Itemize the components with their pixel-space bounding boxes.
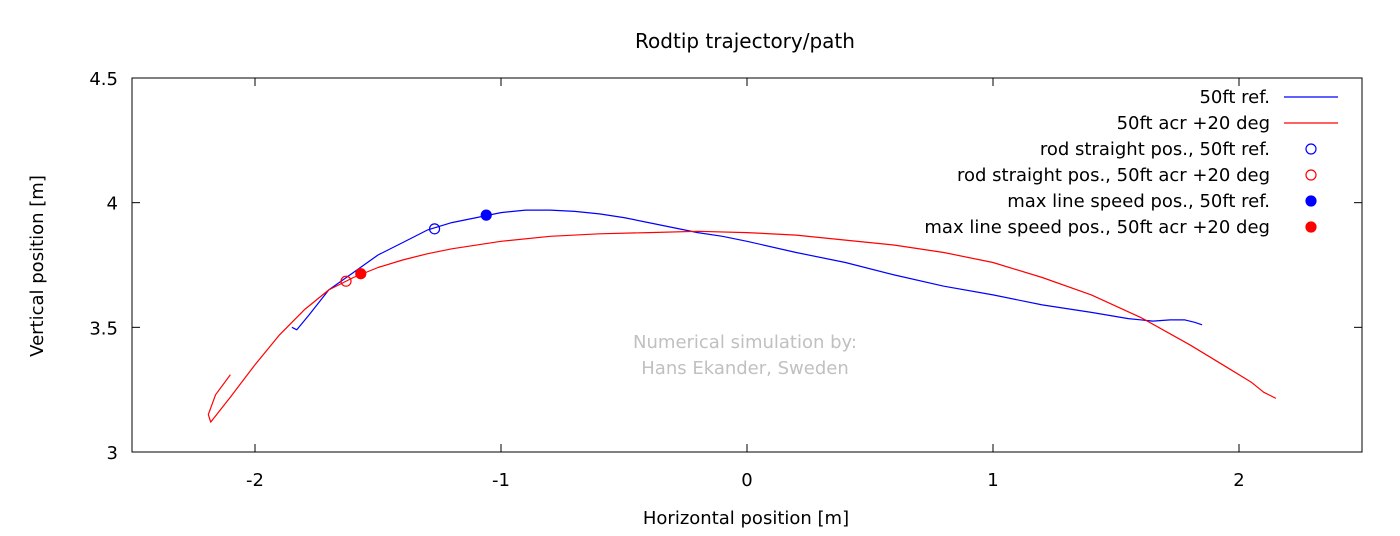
x-tick-label: -2 <box>246 470 264 491</box>
series-line <box>207 230 1277 423</box>
legend-label: 50ft ref. <box>1199 87 1270 108</box>
legend-marker <box>1305 169 1317 181</box>
legend-marker <box>1305 195 1317 207</box>
legend-marker <box>1305 143 1317 155</box>
x-tick-label: 1 <box>987 470 998 491</box>
y-tick-label: 3 <box>107 443 118 464</box>
legend-label: rod straight pos., 50ft acr +20 deg <box>957 165 1270 186</box>
x-axis-label: Horizontal position [m] <box>643 508 849 529</box>
y-axis-label: Vertical position [m] <box>27 175 48 357</box>
legend-label: max line speed pos., 50ft acr +20 deg <box>924 217 1270 238</box>
legend: 50ft ref. 50ft acr +20 deg rod straight po… <box>924 87 1338 238</box>
chart-title: Rodtip trajectory/path <box>635 29 855 53</box>
annotation: Numerical simulation by: Hans Ekander, Sw… <box>633 332 857 379</box>
legend-label: 50ft acr +20 deg <box>1117 113 1270 134</box>
data-point <box>355 268 367 280</box>
legend-label: max line speed pos., 50ft ref. <box>1007 191 1270 212</box>
x-tick-label: 2 <box>1233 470 1244 491</box>
data-point <box>428 223 441 235</box>
y-tick-label: 4 <box>107 194 118 215</box>
x-tick-label: -1 <box>492 470 510 491</box>
legend-marker <box>1305 221 1317 233</box>
plot-frame <box>131 77 1363 453</box>
y-tick-label: 3.5 <box>89 318 118 339</box>
y-tick-label: 4.5 <box>89 69 118 90</box>
data-point <box>340 275 352 287</box>
plot-area <box>207 209 1277 423</box>
data-point <box>480 209 492 221</box>
axes: -2 -1 0 1 2 3 3.5 4 4.5 <box>89 69 1363 491</box>
legend-label: rod straight pos., 50ft ref. <box>1040 139 1270 160</box>
x-tick-label: 0 <box>741 470 752 491</box>
annotation-line: Hans Ekander, Sweden <box>641 358 848 379</box>
series-line <box>291 209 1203 331</box>
annotation-line: Numerical simulation by: <box>633 332 857 353</box>
